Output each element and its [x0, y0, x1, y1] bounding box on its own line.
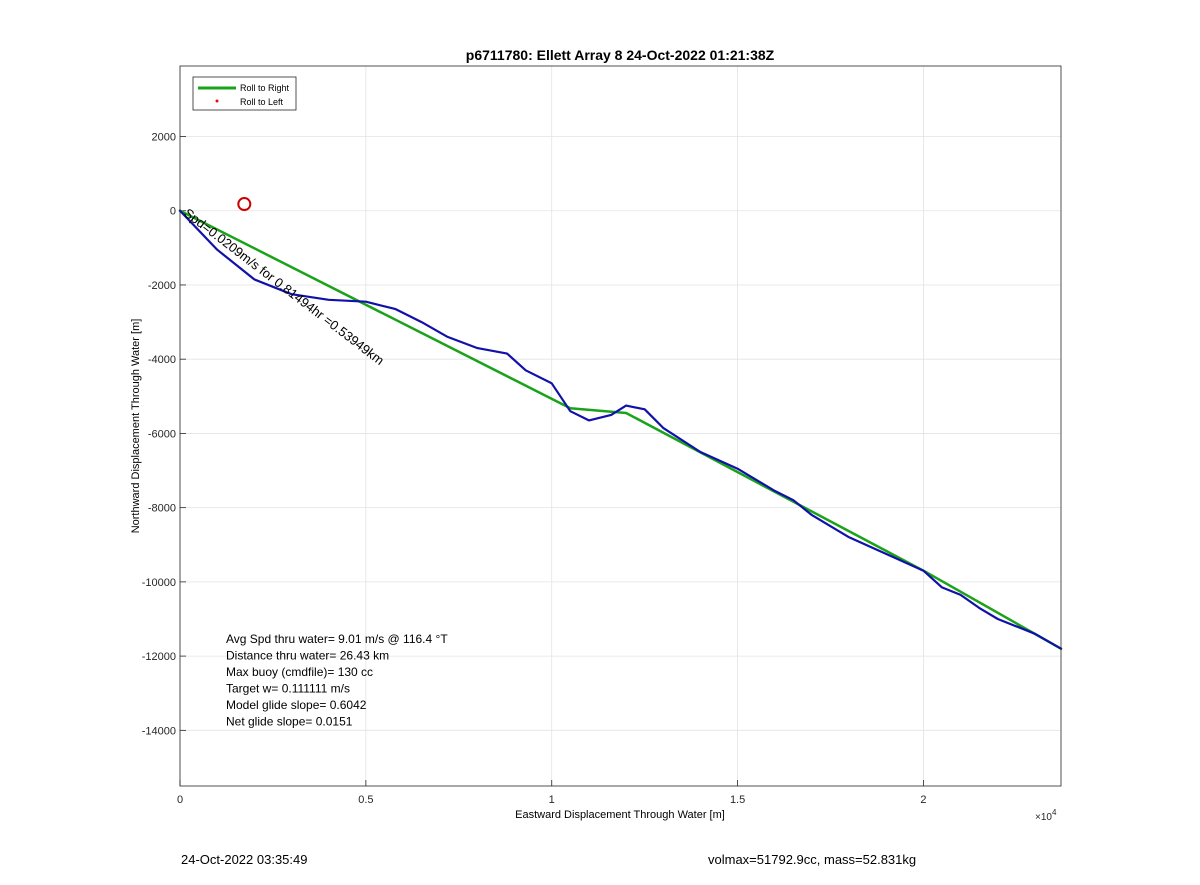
y-tick-label: -2000	[148, 280, 176, 292]
x-tick-label: 1	[549, 794, 555, 806]
x-tick-label: 1.5	[730, 794, 745, 806]
y-tick-label: 0	[170, 206, 176, 218]
chart-title: p6711780: Ellett Array 8 24-Oct-2022 01:…	[466, 47, 775, 63]
x-tick-label: 0	[177, 794, 183, 806]
stats-line: Model glide slope= 0.6042	[226, 698, 367, 712]
start-circle-marker	[237, 197, 252, 212]
stats-line: Target w= 0.111111 m/s	[226, 682, 350, 696]
stats-line: Max buoy (cmdfile)= 130 cc	[226, 665, 373, 679]
legend-label-roll-right: Roll to Right	[240, 83, 290, 93]
y-tick-label: -10000	[142, 577, 176, 589]
stats-line: Distance thru water= 26.43 km	[226, 649, 389, 663]
series-group	[178, 209, 1063, 650]
x-axis-label: Eastward Displacement Through Water [m]	[515, 809, 725, 821]
y-tick-label: -12000	[142, 651, 176, 663]
stats-block: Avg Spd thru water= 9.01 m/s @ 116.4 °T D…	[226, 632, 448, 729]
x-tick-label: 2	[920, 794, 926, 806]
legend-box	[192, 76, 297, 111]
plot-area	[180, 66, 1061, 786]
stats-line: Net glide slope= 0.0151	[226, 715, 353, 729]
x-exponent-label: ×104	[1035, 808, 1057, 823]
axis-ticks: 0 0.5 1 1.5 2 2000 0 -2000 -4000 -6000 -8000 -10000…	[142, 132, 927, 806]
legend-swatch-roll-left	[215, 99, 219, 103]
stats-line: Avg Spd thru water= 9.01 m/s @ 116.4 °T	[226, 632, 448, 646]
x-tick-label: 0.5	[358, 794, 373, 806]
footer-summary: volmax=51792.9cc, mass=52.831kg	[708, 852, 917, 867]
marker-group	[237, 197, 252, 212]
series-line-roll-right	[178, 209, 1063, 650]
y-tick-label: -14000	[142, 725, 176, 737]
series-line-track	[178, 209, 1063, 650]
footer-timestamp: 24-Oct-2022 03:35:49	[181, 852, 308, 867]
plot-frame	[179, 65, 1062, 787]
y-tick-label: -8000	[148, 503, 176, 515]
y-tick-label: 2000	[152, 132, 176, 144]
y-tick-label: -4000	[148, 354, 176, 366]
y-axis-label: Northward Displacement Through Water [m]	[130, 319, 142, 534]
legend: Roll to Right Roll to Left	[192, 76, 297, 111]
legend-label-roll-left: Roll to Left	[240, 97, 284, 107]
y-tick-label: -6000	[148, 428, 176, 440]
